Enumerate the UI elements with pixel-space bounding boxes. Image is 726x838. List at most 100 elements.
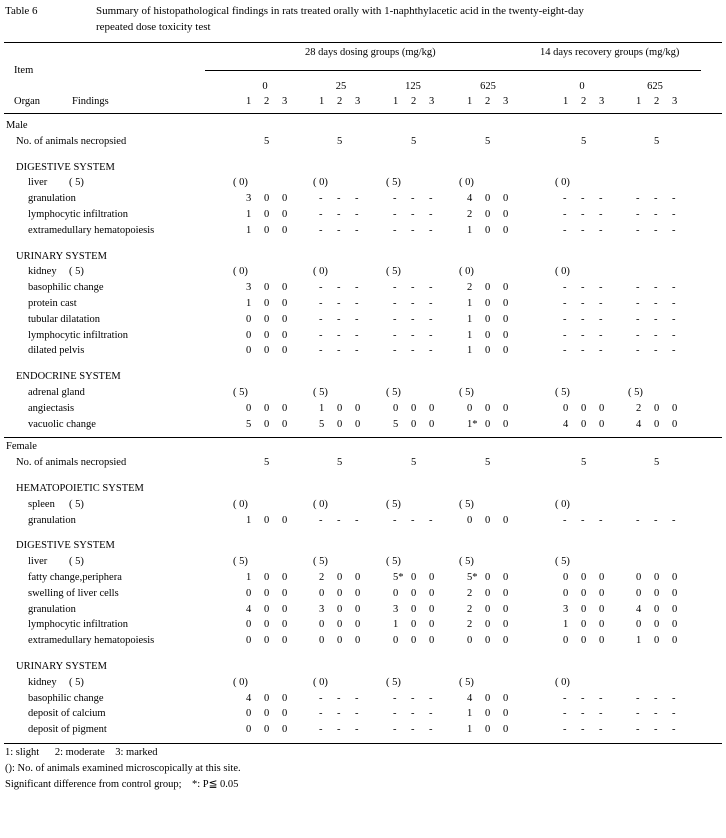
dose-label: 625 — [647, 81, 663, 92]
finding-value: 0 — [282, 708, 288, 720]
finding-value: 0 — [246, 402, 252, 414]
grade-label: 3 — [599, 96, 605, 107]
dose-label: 0 — [579, 81, 585, 92]
finding-value: 0 — [563, 635, 569, 647]
recovery-group-header: 14 days recovery groups (mg/kg) — [540, 47, 680, 58]
exam-count: ( 5) — [386, 498, 401, 510]
finding-value: - — [429, 298, 433, 309]
finding-value: 4 — [467, 193, 473, 205]
finding-value: 0 — [282, 298, 288, 309]
finding-value: 0 — [672, 635, 678, 647]
section-rule — [4, 437, 722, 439]
finding-value: - — [654, 345, 658, 357]
finding-value: - — [393, 329, 397, 341]
finding-name: granulation — [28, 193, 76, 205]
system-heading: DIGESTIVE SYSTEM — [16, 540, 115, 552]
finding-value: 0 — [485, 619, 491, 631]
finding-value: 3 — [393, 603, 399, 615]
finding-value: 0 — [503, 724, 509, 736]
finding-value: 0 — [355, 619, 361, 631]
finding-value: 0 — [264, 572, 270, 583]
finding-value: - — [337, 298, 341, 309]
finding-value: 0 — [654, 572, 660, 583]
finding-value: 0 — [393, 587, 399, 599]
exam-count: ( 0) — [313, 498, 328, 510]
finding-value: - — [672, 724, 676, 736]
finding-value: - — [636, 209, 640, 220]
finding-value: 0 — [429, 572, 435, 583]
finding-name: basophilic change — [28, 692, 104, 704]
organ-count: ( 5) — [69, 498, 84, 510]
grade-label: 3 — [429, 96, 435, 107]
finding-value: - — [355, 724, 359, 736]
exam-count: ( 5) — [233, 556, 248, 568]
finding-value: 0 — [264, 692, 270, 704]
finding-value: - — [599, 224, 603, 236]
table-title-line1: Summary of histopathological findings in… — [96, 5, 584, 17]
grade-label: 1 — [393, 96, 399, 107]
finding-value: - — [411, 692, 415, 704]
finding-value: 0 — [282, 313, 288, 325]
finding-value: 0 — [411, 418, 417, 430]
finding-name: fatty change,periphera — [28, 572, 122, 583]
finding-value: - — [672, 193, 676, 205]
grade-label: 1 — [467, 96, 473, 107]
finding-value: 0 — [246, 635, 252, 647]
item-header: Item — [14, 65, 34, 76]
finding-value: 0 — [485, 345, 491, 357]
finding-value: 1 — [393, 619, 399, 631]
finding-value: - — [411, 724, 415, 736]
grade-label: 2 — [654, 96, 660, 107]
finding-value: 0 — [411, 619, 417, 631]
finding-value: - — [654, 209, 658, 220]
finding-value: 1 — [246, 224, 252, 236]
finding-value: - — [581, 345, 585, 357]
finding-value: 1 — [467, 329, 473, 341]
finding-name: extramedullary hematopoiesis — [28, 224, 155, 236]
finding-value: - — [563, 298, 567, 309]
necropsy-count: 5 — [581, 135, 587, 147]
table-title-line2: repeated dose toxicity test — [96, 21, 211, 33]
finding-value: 0 — [337, 572, 343, 583]
finding-value: - — [636, 313, 640, 325]
finding-value: 0 — [264, 298, 270, 309]
finding-value: - — [337, 345, 341, 357]
finding-value: 0 — [246, 724, 252, 736]
finding-value: 0 — [503, 635, 509, 647]
finding-value: 0 — [429, 587, 435, 599]
finding-value: 0 — [503, 603, 509, 615]
finding-value: 0 — [503, 708, 509, 720]
finding-value: 0 — [503, 345, 509, 357]
exam-count: ( 0) — [313, 177, 328, 189]
finding-value: 0 — [264, 724, 270, 736]
finding-value: - — [411, 345, 415, 357]
finding-value: - — [654, 224, 658, 236]
dose-label: 125 — [405, 81, 421, 92]
finding-value: 1 — [246, 572, 252, 583]
necropsy-label: No. of animals necropsied — [16, 135, 127, 147]
finding-value: 0 — [264, 345, 270, 357]
finding-value: - — [563, 313, 567, 325]
finding-value: 0 — [246, 329, 252, 341]
exam-count: ( 5) — [386, 266, 401, 278]
grade-label: 2 — [411, 96, 417, 107]
finding-value: 0 — [246, 587, 252, 599]
exam-count: ( 5) — [313, 387, 328, 398]
finding-value: 0 — [264, 209, 270, 220]
finding-value: 0 — [672, 402, 678, 414]
organ-count: ( 5) — [69, 556, 84, 568]
finding-value: - — [337, 708, 341, 720]
necropsy-count: 5 — [411, 457, 417, 469]
finding-value: 4 — [636, 418, 642, 430]
finding-value: 0 — [264, 313, 270, 325]
finding-value: - — [636, 224, 640, 236]
finding-value: 1 — [563, 619, 569, 631]
finding-value: 5 — [319, 418, 325, 430]
necropsy-count: 5 — [485, 135, 491, 147]
finding-value: 0 — [672, 587, 678, 599]
finding-value: - — [581, 692, 585, 704]
organ-name: adrenal gland — [28, 387, 85, 398]
finding-value: 0 — [581, 603, 587, 615]
finding-value: - — [411, 209, 415, 220]
